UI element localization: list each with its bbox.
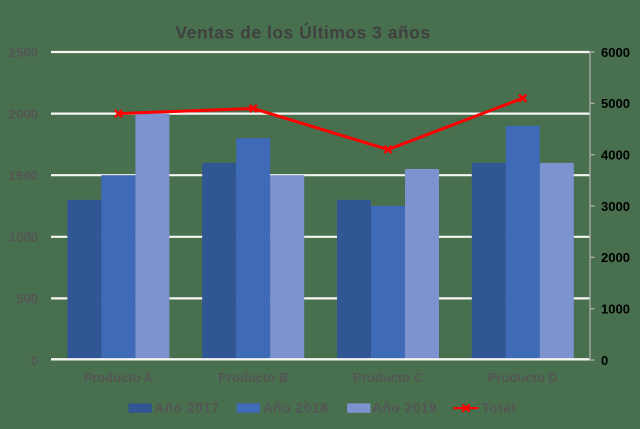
svg-text:Producto B: Producto B [218, 370, 288, 385]
svg-text:Año 2019: Año 2019 [372, 401, 437, 416]
svg-text:Año 2018: Año 2018 [263, 401, 328, 416]
svg-text:2000: 2000 [9, 106, 38, 121]
svg-text:5000: 5000 [601, 96, 630, 111]
svg-text:Año 2017: Año 2017 [155, 401, 220, 416]
svg-text:4000: 4000 [601, 148, 630, 163]
svg-text:0: 0 [601, 353, 608, 368]
svg-text:500: 500 [16, 291, 38, 306]
svg-text:3000: 3000 [601, 199, 630, 214]
svg-text:Producto C: Producto C [353, 370, 424, 385]
svg-text:0: 0 [31, 353, 38, 368]
svg-text:Producto D: Producto D [488, 370, 558, 385]
svg-text:Ventas de los Últimos 3 años: Ventas de los Últimos 3 años [175, 22, 430, 43]
svg-text:Producto A: Producto A [84, 370, 154, 385]
svg-text:2500: 2500 [9, 45, 38, 60]
svg-text:1000: 1000 [9, 230, 38, 245]
svg-text:Total: Total [482, 401, 516, 416]
svg-text:6000: 6000 [601, 45, 630, 60]
svg-text:2000: 2000 [601, 250, 630, 265]
svg-text:1500: 1500 [9, 168, 38, 183]
svg-text:1000: 1000 [601, 302, 630, 317]
